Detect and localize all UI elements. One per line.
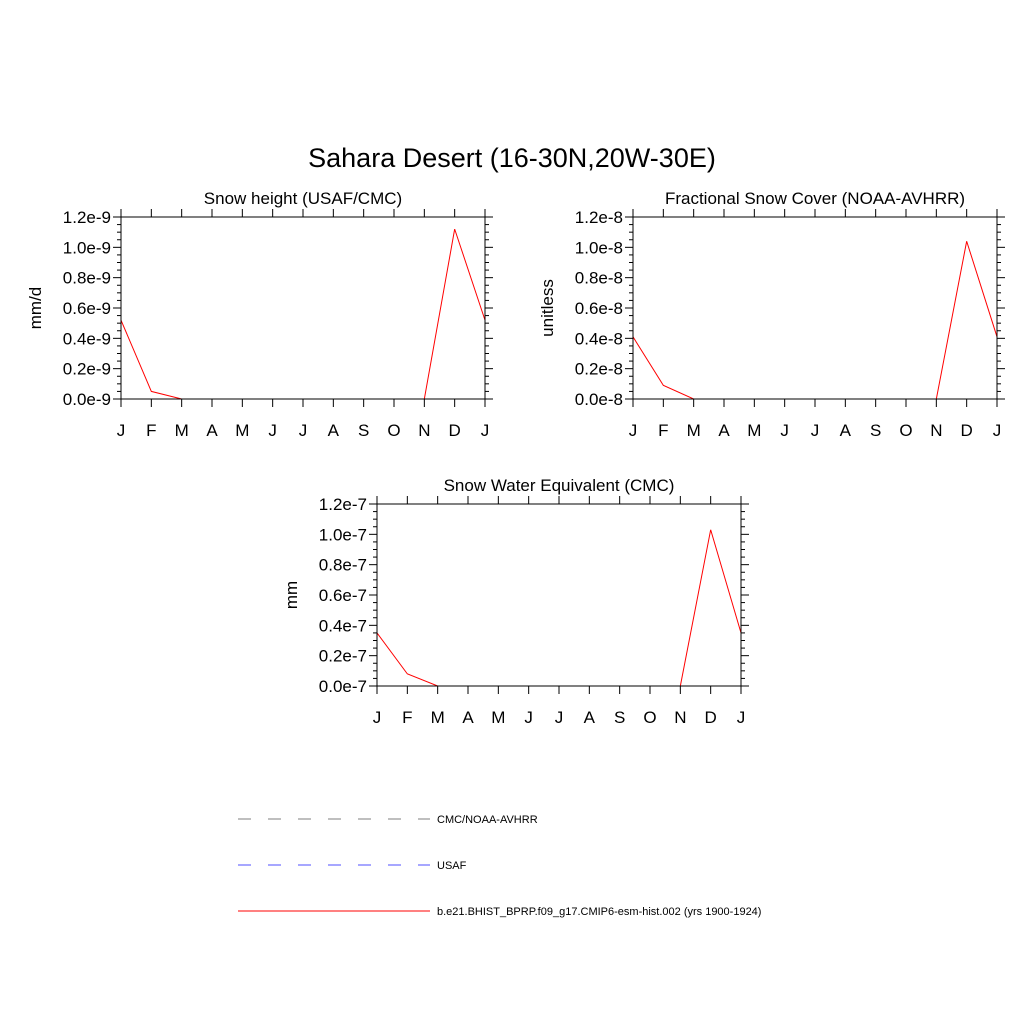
x-tick-label: J <box>555 708 564 727</box>
x-tick-label: D <box>705 708 717 727</box>
x-tick-label: O <box>387 421 400 440</box>
y-tick-label: 0.0e-8 <box>575 390 623 409</box>
y-tick-label: 0.0e-7 <box>319 677 367 696</box>
panel-3: Snow Water Equivalent (CMC) mm 0.0e-7 0.2e-… <box>282 476 749 727</box>
legend-label-cmc: CMC/NOAA-AVHRR <box>437 814 538 826</box>
x-tick-label: M <box>491 708 505 727</box>
x-tick-label: A <box>462 708 474 727</box>
series-line-0 <box>120 228 486 400</box>
y-tick-label: 0.4e-7 <box>319 616 367 635</box>
legend-label-usaf: USAF <box>437 860 467 872</box>
x-tick-label: J <box>780 421 789 440</box>
x-tick-label: D <box>961 421 973 440</box>
y-tick-label: 1.0e-8 <box>575 238 623 257</box>
x-tick-label: O <box>643 708 656 727</box>
y-tick-label: 0.8e-8 <box>575 269 623 288</box>
x-tick-label: J <box>811 421 820 440</box>
x-tick-label: J <box>993 421 1002 440</box>
y-tick-label: 1.0e-7 <box>319 525 367 544</box>
y-tick-label: 0.2e-9 <box>63 360 111 379</box>
y-axis-label: unitless <box>538 279 557 337</box>
y-tick-label: 0.2e-8 <box>575 360 623 379</box>
panel-title: Snow height (USAF/CMC) <box>204 189 402 208</box>
y-tick-label: 0.4e-9 <box>63 329 111 348</box>
x-tick-label: N <box>930 421 942 440</box>
x-tick-label: N <box>674 708 686 727</box>
x-tick-label: A <box>584 708 596 727</box>
x-tick-label: A <box>206 421 218 440</box>
plot-frame <box>376 503 742 687</box>
x-tick-label: J <box>117 421 126 440</box>
legend-label-model: b.e21.BHIST_BPRP.f09_g17.CMIP6-esm-hist.… <box>437 906 761 918</box>
x-tick-label: M <box>687 421 701 440</box>
y-tick-label: 0.6e-7 <box>319 586 367 605</box>
x-tick-label: M <box>175 421 189 440</box>
x-tick-label: A <box>718 421 730 440</box>
panel-title: Fractional Snow Cover (NOAA-AVHRR) <box>665 189 965 208</box>
y-tick-label: 1.0e-9 <box>63 238 111 257</box>
y-axis-label: mm/d <box>26 287 45 330</box>
x-tick-label: S <box>870 421 881 440</box>
x-tick-label: F <box>402 708 412 727</box>
x-tick-label: J <box>629 421 638 440</box>
x-tick-label: M <box>747 421 761 440</box>
plot-frame <box>120 216 486 400</box>
y-tick-label: 0.8e-7 <box>319 556 367 575</box>
y-tick-label: 0.0e-9 <box>63 390 111 409</box>
x-tick-label: M <box>431 708 445 727</box>
x-tick-label: F <box>146 421 156 440</box>
x-tick-label: N <box>418 421 430 440</box>
x-tick-label: A <box>840 421 852 440</box>
x-tick-label: J <box>373 708 382 727</box>
x-tick-label: O <box>899 421 912 440</box>
x-tick-label: S <box>358 421 369 440</box>
x-tick-label: J <box>737 708 746 727</box>
plot-frame <box>632 216 998 400</box>
y-tick-label: 1.2e-9 <box>63 208 111 227</box>
x-tick-label: M <box>235 421 249 440</box>
y-tick-label: 1.2e-8 <box>575 208 623 227</box>
panel-title: Snow Water Equivalent (CMC) <box>444 476 675 495</box>
x-tick-label: J <box>524 708 533 727</box>
y-tick-label: 0.6e-8 <box>575 299 623 318</box>
x-tick-label: A <box>328 421 340 440</box>
x-tick-label: J <box>299 421 308 440</box>
x-tick-label: J <box>268 421 277 440</box>
y-tick-label: 1.2e-7 <box>319 495 367 514</box>
series-line-0 <box>376 529 742 687</box>
x-tick-label: J <box>481 421 490 440</box>
x-tick-label: S <box>614 708 625 727</box>
y-axis-label: mm <box>282 581 301 609</box>
series-line-0 <box>632 241 998 400</box>
figure-title: Sahara Desert (16-30N,20W-30E) <box>308 143 716 173</box>
y-tick-label: 0.8e-9 <box>63 269 111 288</box>
x-tick-label: F <box>658 421 668 440</box>
panel-1: Snow height (USAF/CMC) mm/d 0.0e-9 0.2e-9 0.… <box>26 189 493 440</box>
legend: CMC/NOAA-AVHRR USAF b.e21.BHIST_BPRP.f09… <box>238 814 761 918</box>
y-tick-label: 0.6e-9 <box>63 299 111 318</box>
panel-2: Fractional Snow Cover (NOAA-AVHRR) unitle… <box>538 189 1005 440</box>
y-tick-label: 0.2e-7 <box>319 647 367 666</box>
y-tick-label: 0.4e-8 <box>575 329 623 348</box>
x-tick-label: D <box>449 421 461 440</box>
